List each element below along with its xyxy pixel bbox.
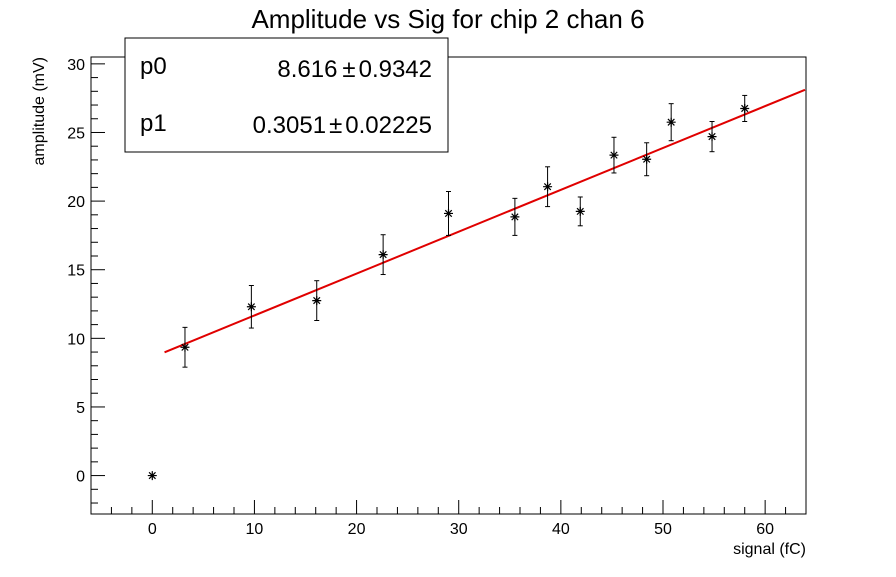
- y-tick-label: 5: [76, 400, 85, 417]
- data-point: [575, 196, 585, 227]
- y-tick-label: 25: [67, 125, 85, 142]
- plot-area: 0 10 20 30 40 50 60 0 5 10 15 20 25 30: [67, 56, 807, 538]
- star-marker: [147, 471, 157, 481]
- y-tick-label: 30: [67, 57, 85, 74]
- stats-param-value: 0.3051: [253, 112, 326, 139]
- star-marker: [666, 117, 676, 127]
- stats-param-value-group: 0.3051 ±0.02225: [253, 112, 432, 139]
- stats-param-pm: ±: [342, 56, 355, 83]
- x-axis: 0 10 20 30 40 50 60: [110, 500, 787, 538]
- data-point: [180, 326, 190, 368]
- data-point: [378, 234, 388, 276]
- x-tick-label: 30: [450, 521, 468, 538]
- star-marker: [740, 103, 750, 113]
- x-tick-label: 50: [654, 521, 672, 538]
- data-point: [246, 285, 256, 329]
- star-marker: [180, 342, 190, 352]
- points-layer: [147, 94, 750, 481]
- x-tick-label: 20: [348, 521, 366, 538]
- star-marker: [510, 212, 520, 222]
- x-tick-label: 10: [246, 521, 264, 538]
- stats-param-error: 0.9342: [359, 56, 432, 83]
- data-point: [147, 471, 157, 481]
- y-axis-label: amplitude (mV): [31, 57, 48, 165]
- fit-line: [164, 88, 806, 354]
- data-point: [740, 94, 750, 123]
- data-point: [707, 121, 717, 153]
- star-marker: [575, 206, 585, 216]
- chart-title: Amplitude vs Sig for chip 2 chan 6: [251, 4, 644, 34]
- star-marker: [543, 182, 553, 192]
- star-marker: [642, 154, 652, 164]
- x-tick-label: 60: [756, 521, 774, 538]
- data-point: [642, 142, 652, 177]
- y-tick-label: 15: [67, 263, 85, 280]
- star-marker: [312, 296, 322, 306]
- stats-param-name: p1: [140, 110, 167, 137]
- x-axis-label: signal (fC): [733, 541, 806, 558]
- data-point: [666, 103, 676, 142]
- y-tick-label: 0: [76, 469, 85, 486]
- data-point: [444, 190, 453, 236]
- x-tick-label: 0: [148, 521, 157, 538]
- star-marker: [707, 132, 717, 142]
- data-point: [609, 136, 619, 174]
- star-marker: [444, 208, 453, 218]
- star-marker: [246, 302, 256, 312]
- stats-param-value-group: 8.616 ±0.9342: [277, 56, 432, 83]
- y-tick-label: 10: [67, 331, 85, 348]
- fit-layer: [164, 88, 806, 354]
- stats-box-frame: [124, 37, 449, 153]
- x-tick-label: 40: [552, 521, 570, 538]
- data-point: [312, 280, 322, 321]
- data-point: [543, 166, 553, 208]
- data-point: [510, 197, 520, 236]
- stats-param-name: p0: [140, 53, 167, 80]
- stats-param-error: 0.02225: [345, 112, 432, 139]
- stats-box: p0 8.616 ±0.9342 p1 0.3051 ±0.02225: [124, 37, 449, 153]
- star-marker: [609, 150, 619, 160]
- stats-param-pm: ±: [329, 112, 342, 139]
- star-marker: [378, 250, 388, 260]
- y-tick-label: 20: [67, 194, 85, 211]
- stats-param-value: 8.616: [277, 56, 337, 83]
- y-axis: 0 5 10 15 20 25 30: [67, 57, 105, 504]
